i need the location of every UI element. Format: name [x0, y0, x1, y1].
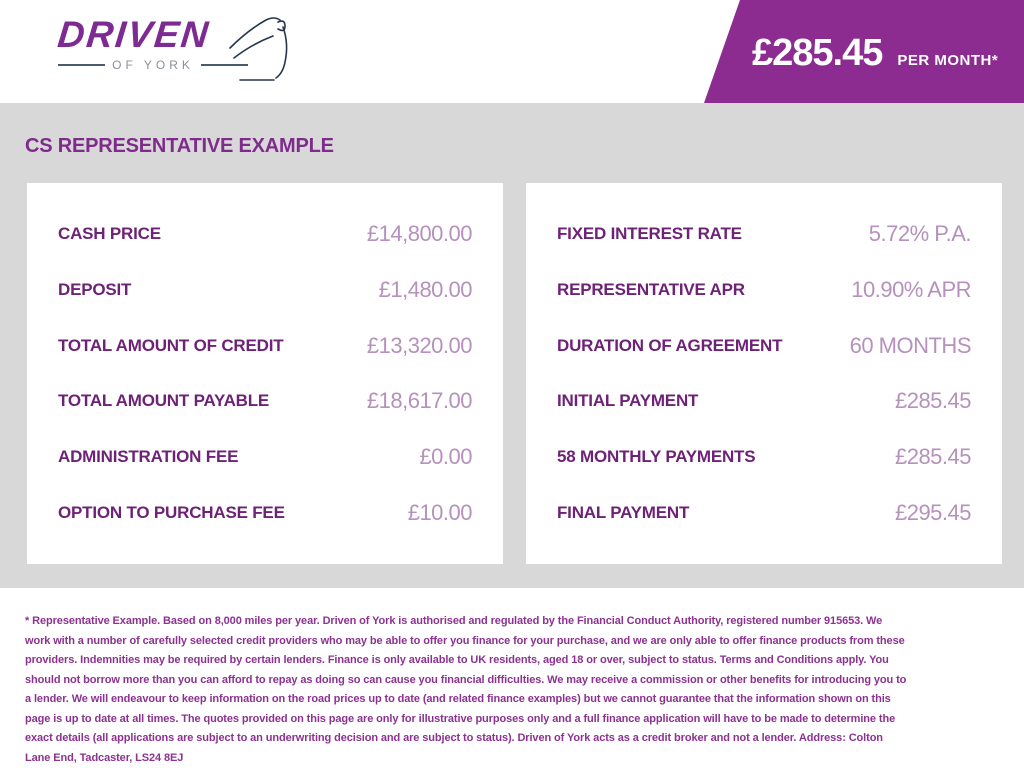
- row-label: TOTAL AMOUNT PAYABLE: [58, 391, 270, 411]
- row-label: DEPOSIT: [58, 279, 132, 299]
- row-label: CASH PRICE: [58, 224, 161, 243]
- table-row: FINAL PAYMENT £295.45: [557, 488, 972, 538]
- dealer-logo-tagline-row: OF YORK: [58, 58, 249, 72]
- page-footer: * Representative Example. Based on 8,000…: [0, 612, 1024, 768]
- row-label: DURATION OF AGREEMENT: [557, 335, 783, 355]
- row-value: £285.45: [894, 388, 972, 414]
- row-label: 58 MONTHLY PAYMENTS: [557, 447, 756, 467]
- finance-example-section: CS REPRESENTATIVE EXAMPLE CASH PRICE £14…: [0, 103, 1024, 588]
- tagline-rule-left: [58, 64, 106, 66]
- table-row: REPRESENTATIVE APR 10.90% APR: [557, 265, 971, 315]
- row-value: 10.90% APR: [851, 276, 971, 302]
- row-label: ADMINISTRATION FEE: [58, 447, 239, 467]
- table-row: DEPOSIT £1,480.00: [58, 265, 473, 315]
- table-row: INITIAL PAYMENT £285.45: [557, 376, 972, 426]
- table-row: TOTAL AMOUNT PAYABLE £18,617.00: [58, 376, 473, 426]
- representative-example-disclaimer: * Representative Example. Based on 8,000…: [25, 615, 907, 764]
- table-row: DURATION OF AGREEMENT 60 MONTHS: [557, 321, 972, 371]
- row-value: £285.45: [894, 444, 972, 470]
- row-value: £0.00: [419, 444, 472, 470]
- dealer-logo: DRIVEN OF YORK: [56, 14, 290, 72]
- page-title: CS REPRESENTATIVE EXAMPLE: [25, 135, 334, 157]
- row-label: TOTAL AMOUNT OF CREDIT: [58, 335, 284, 355]
- row-value: £10.00: [407, 499, 473, 525]
- banner-amount: £285.45: [752, 32, 883, 74]
- finance-tables: CASH PRICE £14,800.00 DEPOSIT £1,480.00 …: [27, 183, 1002, 564]
- row-value: £18,617.00: [366, 388, 473, 414]
- row-label: FIXED INTEREST RATE: [557, 224, 742, 243]
- tagline-rule-right: [200, 64, 249, 66]
- banner-period: PER MONTH*: [897, 52, 999, 69]
- row-value: 5.72% P.A.: [868, 221, 972, 246]
- table-row: 58 MONTHLY PAYMENTS £285.45: [557, 432, 972, 482]
- table-row: ADMINISTRATION FEE £0.00: [58, 432, 472, 482]
- table-row: CASH PRICE £14,800.00: [58, 209, 473, 259]
- row-label: REPRESENTATIVE APR: [557, 279, 745, 299]
- row-value: £13,320.00: [366, 332, 473, 358]
- price-per-month-banner: £285.45 PER MONTH*: [704, 0, 1024, 103]
- table-row: OPTION TO PURCHASE FEE £10.00: [58, 488, 473, 538]
- row-label: INITIAL PAYMENT: [557, 391, 699, 411]
- table-row: TOTAL AMOUNT OF CREDIT £13,320.00: [58, 321, 473, 371]
- finance-table-left: CASH PRICE £14,800.00 DEPOSIT £1,480.00 …: [27, 183, 503, 564]
- row-label: OPTION TO PURCHASE FEE: [58, 502, 285, 522]
- row-value: £295.45: [894, 499, 972, 525]
- row-value: £1,480.00: [378, 276, 473, 302]
- dealer-logo-tagline: OF YORK: [112, 58, 194, 72]
- table-row: FIXED INTEREST RATE 5.72% P.A.: [557, 209, 972, 259]
- row-label: FINAL PAYMENT: [557, 502, 690, 522]
- page-header: DRIVEN OF YORK £285.45 PER MONTH*: [0, 0, 1024, 103]
- row-value: 60 MONTHS: [849, 332, 972, 358]
- finance-table-right: FIXED INTEREST RATE 5.72% P.A. REPRESENT…: [526, 183, 1002, 564]
- car-outline-icon: [229, 17, 288, 81]
- row-value: £14,800.00: [366, 221, 473, 246]
